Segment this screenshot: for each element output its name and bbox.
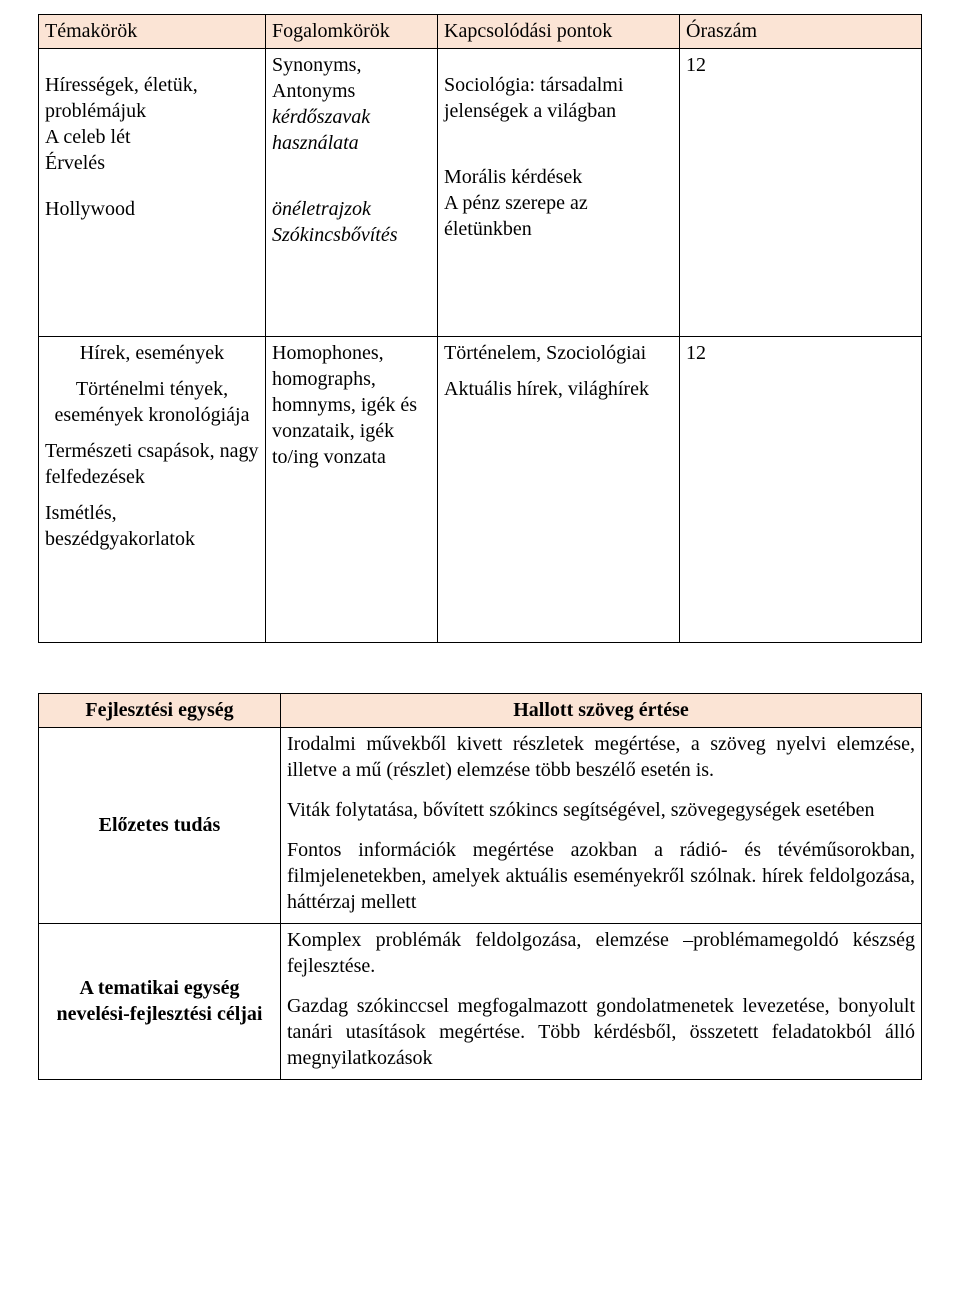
col-header-oraszam: Óraszám <box>680 15 922 49</box>
content-text: Fontos információk megértése azokban a r… <box>287 837 915 915</box>
cell-kapcsolodasi: Történelem, Szociológiai Aktuális hírek,… <box>438 337 680 643</box>
content-text: Komplex problémák feldolgozása, elemzése… <box>287 927 915 979</box>
row-label-elozetes: Előzetes tudás <box>39 728 281 924</box>
concept-text: kérdőszavak használata <box>272 104 431 156</box>
content-text: Irodalmi művekből kivett részletek megér… <box>287 731 915 783</box>
cell-oraszam: 12 <box>680 337 922 643</box>
connection-text: Morális kérdések <box>444 164 673 190</box>
topic-text: Hollywood <box>45 196 259 222</box>
connection-text: Sociológia: társadalmi jelenségek a vilá… <box>444 72 673 124</box>
hours-value: 12 <box>686 342 706 364</box>
col-header-temakorok: Témakörök <box>39 15 266 49</box>
topic-text: A celeb lét <box>45 124 259 150</box>
topics-table: Témakörök Fogalomkörök Kapcsolódási pont… <box>38 14 922 643</box>
table-row: Előzetes tudás Irodalmi művekből kivett … <box>39 728 922 924</box>
table-header-row: Témakörök Fogalomkörök Kapcsolódási pont… <box>39 15 922 49</box>
connection-text: A pénz szerepe az életünkben <box>444 190 673 242</box>
content-text: Viták folytatása, bővített szókincs segí… <box>287 797 915 823</box>
cell-kapcsolodasi: Sociológia: társadalmi jelenségek a vilá… <box>438 49 680 337</box>
topic-text: Ismétlés, beszédgyakorlatok <box>45 500 259 552</box>
concept-text: Synonyms, Antonyms <box>272 52 431 104</box>
col-header-hallott: Hallott szöveg értése <box>281 694 922 728</box>
table-row: A tematikai egység nevelési-fejlesztési … <box>39 924 922 1080</box>
content-text: Gazdag szókinccsel megfogalmazott gondol… <box>287 993 915 1071</box>
concept-text: Homophones, homographs, homnyms, igék és… <box>272 340 431 470</box>
cell-fogalomkorok: Synonyms, Antonyms kérdőszavak használat… <box>266 49 438 337</box>
cell-content: Komplex problémák feldolgozása, elemzése… <box>281 924 922 1080</box>
table-row: Hírességek, életük, problémájuk A celeb … <box>39 49 922 337</box>
topic-text: Történelmi tények, események kronológiáj… <box>45 376 259 428</box>
table-row: Hírek, események Történelmi tények, esem… <box>39 337 922 643</box>
topic-text: Érvelés <box>45 150 259 176</box>
concept-text: Szókincsbővítés <box>272 222 431 248</box>
cell-temakorok: Hírek, események Történelmi tények, esem… <box>39 337 266 643</box>
development-table: Fejlesztési egység Hallott szöveg értése… <box>38 693 922 1080</box>
cell-temakorok: Hírességek, életük, problémájuk A celeb … <box>39 49 266 337</box>
col-header-fejlesztesi: Fejlesztési egység <box>39 694 281 728</box>
hours-value: 12 <box>686 54 706 76</box>
connection-text: Történelem, Szociológiai <box>444 340 673 366</box>
topic-text: Hírek, események <box>45 340 259 366</box>
cell-content: Irodalmi művekből kivett részletek megér… <box>281 728 922 924</box>
cell-oraszam: 12 <box>680 49 922 337</box>
col-header-fogalomkorok: Fogalomkörök <box>266 15 438 49</box>
row-label-tematikai: A tematikai egység nevelési-fejlesztési … <box>39 924 281 1080</box>
table-header-row: Fejlesztési egység Hallott szöveg értése <box>39 694 922 728</box>
topic-text: Természeti csapások, nagy felfedezések <box>45 438 259 490</box>
concept-text: önéletrajzok <box>272 196 431 222</box>
connection-text: Aktuális hírek, világhírek <box>444 376 673 402</box>
cell-fogalomkorok: Homophones, homographs, homnyms, igék és… <box>266 337 438 643</box>
col-header-kapcsolodasi: Kapcsolódási pontok <box>438 15 680 49</box>
topic-text: Hírességek, életük, problémájuk <box>45 72 259 124</box>
